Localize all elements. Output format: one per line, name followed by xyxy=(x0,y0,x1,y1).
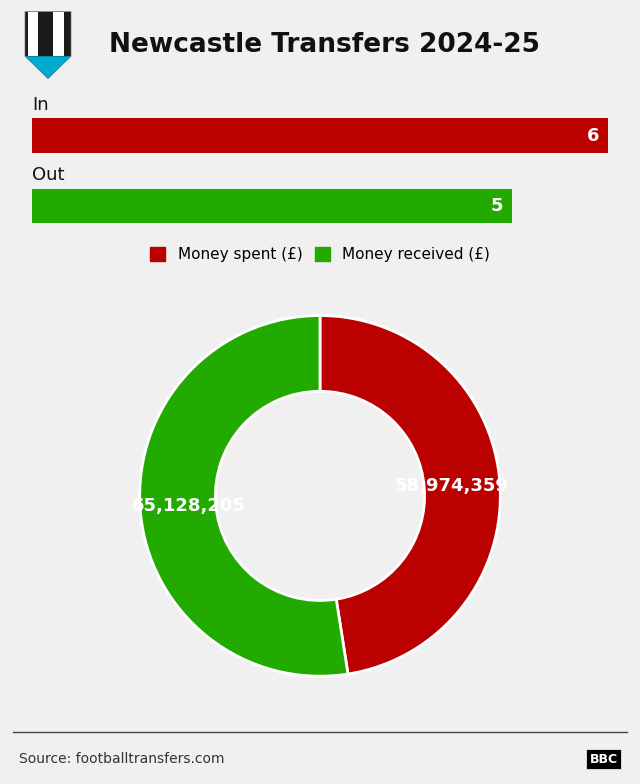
Polygon shape xyxy=(25,56,71,78)
Bar xyxy=(28,12,38,56)
Bar xyxy=(53,12,63,56)
Wedge shape xyxy=(320,316,500,674)
Text: Source: footballtransfers.com: Source: footballtransfers.com xyxy=(19,753,225,766)
Text: 6: 6 xyxy=(587,127,600,144)
Text: Newcastle Transfers 2024-25: Newcastle Transfers 2024-25 xyxy=(109,32,540,58)
Polygon shape xyxy=(25,12,71,78)
Bar xyxy=(32,189,512,223)
Text: Out: Out xyxy=(32,166,65,184)
Text: In: In xyxy=(32,96,49,114)
Wedge shape xyxy=(140,316,348,676)
Bar xyxy=(40,12,51,56)
Text: 65,128,205: 65,128,205 xyxy=(132,497,246,515)
Text: 58,974,359: 58,974,359 xyxy=(394,477,508,495)
Text: BBC: BBC xyxy=(589,753,618,766)
Text: 5: 5 xyxy=(491,198,504,215)
Legend: Money spent (£), Money received (£): Money spent (£), Money received (£) xyxy=(144,241,496,268)
